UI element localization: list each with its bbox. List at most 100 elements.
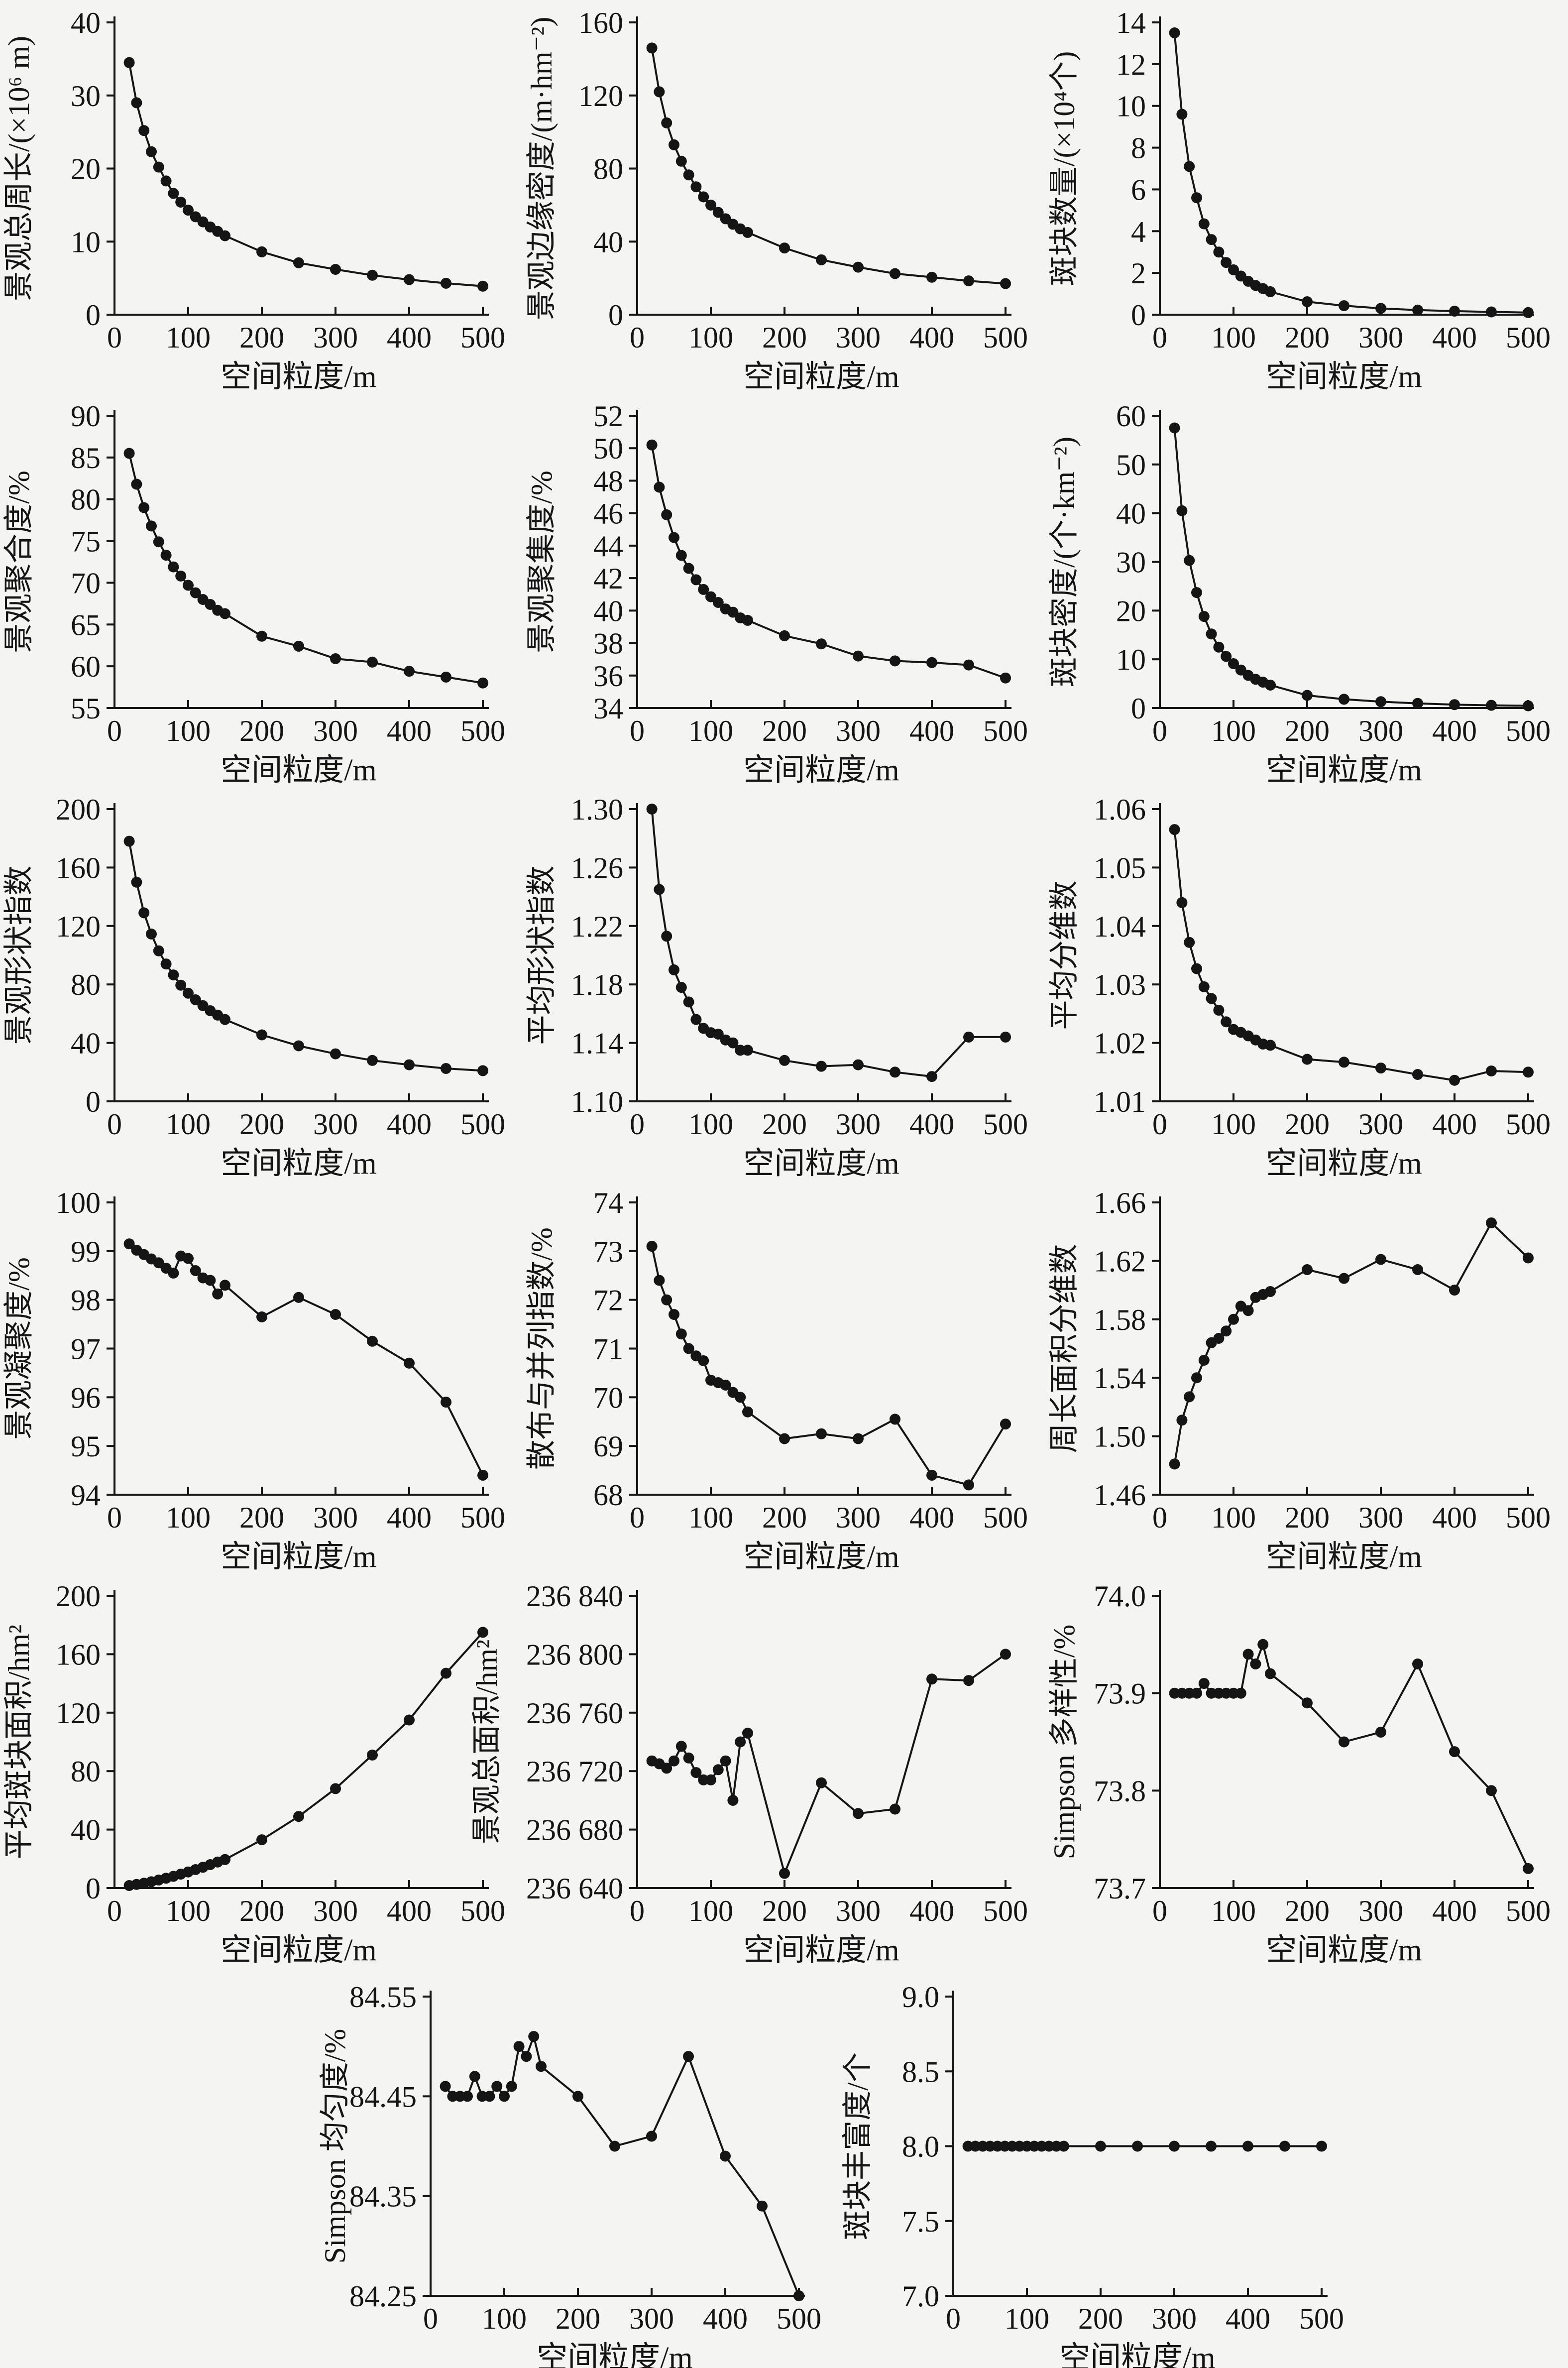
x-tick-label: 300 <box>313 1501 358 1534</box>
x-axis-title: 空间粒度/m <box>1266 360 1422 394</box>
x-tick-label: 400 <box>1432 1894 1477 1927</box>
x-axis-title: 空间粒度/m <box>1266 1540 1422 1574</box>
y-tick-label: 74.0 <box>1094 1580 1146 1613</box>
y-tick-label: 80 <box>71 968 101 1001</box>
y-axis-title: 散布与并列指数/% <box>525 1227 558 1470</box>
y-tick-label: 8.5 <box>902 2055 939 2088</box>
axes <box>1152 1590 1534 1889</box>
y-tick-label: 84.45 <box>349 2080 417 2113</box>
y-axis-title: 斑块丰富度/个 <box>841 2052 874 2240</box>
axes <box>107 410 489 709</box>
axes <box>423 1991 805 2297</box>
x-tick-label: 200 <box>762 714 807 747</box>
data-points <box>646 42 1011 289</box>
y-tick-label: 1.05 <box>1094 851 1146 884</box>
y-tick-label: 52 <box>593 400 623 433</box>
data-points <box>646 1241 1011 1491</box>
x-tick-label: 400 <box>909 1108 954 1141</box>
y-tick-label: 1.58 <box>1094 1303 1146 1336</box>
x-axis-title: 空间粒度/m <box>221 1147 376 1181</box>
x-tick-label: 200 <box>239 714 284 747</box>
y-axis-title: 景观凝聚度/% <box>2 1257 35 1440</box>
y-tick-label: 10 <box>1116 643 1146 676</box>
x-tick-label: 200 <box>239 1501 284 1534</box>
y-tick-label: 30 <box>1116 546 1146 579</box>
chart-edge-density: 0 40 80 120 160 0 100 200 300 400 500 景观边缘密度/(m·hm⁻… <box>523 0 1045 394</box>
chart-patch-richness: 7.0 7.5 8.0 8.5 9.0 0 100 200 300 400 500 斑块丰富度/个 空间… <box>839 1967 1361 2368</box>
x-tick-label: 400 <box>387 1501 432 1534</box>
y-tick-label: 94 <box>71 1479 101 1512</box>
x-axis-title: 空间粒度/m <box>221 753 376 787</box>
x-tick-label: 100 <box>166 1108 211 1141</box>
x-tick-label: 100 <box>688 1108 733 1141</box>
axes <box>1152 803 1534 1102</box>
x-tick-label: 200 <box>1285 321 1330 354</box>
chart-total-area: 236 640 236 680 236 720 236 760 236 800 236 8… <box>470 1573 1045 1967</box>
chart-row-3: 0 40 80 120 160 200 0 100 200 300 400 500 景观形状指数 空间粒度… <box>0 787 1568 1181</box>
x-tick-label: 0 <box>630 1108 645 1141</box>
y-axis-title: 景观聚合度/% <box>2 471 35 653</box>
data-points <box>123 1238 488 1481</box>
chart-svg-patch-richness: 7.0 7.5 8.0 8.5 9.0 0 100 200 300 400 500 斑块丰富度/个空间… <box>841 1981 1344 2368</box>
y-tick-label: 1.62 <box>1094 1245 1146 1278</box>
y-axis-title: 周长面积分维数 <box>1048 1244 1081 1453</box>
y-tick-label: 42 <box>593 562 623 595</box>
y-tick-label: 71 <box>593 1333 623 1366</box>
y-tick-label: 1.04 <box>1094 910 1146 943</box>
x-tick-label: 100 <box>688 321 733 354</box>
chart-svg-simpson-evenness: 84.25 84.35 84.45 84.55 0 100 200 300 400 500 Simp… <box>319 1981 821 2368</box>
x-axis-title: 空间粒度/m <box>221 360 376 394</box>
axes <box>945 1991 1328 2297</box>
x-tick-label: 400 <box>387 714 432 747</box>
data-points <box>962 2140 1327 2152</box>
y-tick-label: 34 <box>593 692 623 725</box>
chart-total-perimeter: 0 10 20 30 40 0 100 200 300 400 500 景观总周长/(×10⁶ m) 空… <box>0 0 523 394</box>
y-tick-label: 10 <box>1116 90 1146 123</box>
y-tick-label: 2 <box>1131 257 1146 290</box>
x-tick-label: 200 <box>762 1894 807 1927</box>
y-tick-label: 1.03 <box>1094 968 1146 1001</box>
x-tick-label: 200 <box>239 1108 284 1141</box>
data-line <box>651 445 1006 679</box>
x-tick-label: 200 <box>762 1501 807 1534</box>
data-line <box>1173 1221 1529 1464</box>
data-points <box>646 804 1011 1082</box>
y-axis-title: 斑块数量/(×10⁴个) <box>1048 51 1081 286</box>
x-tick-label: 200 <box>762 1108 807 1141</box>
y-axis-title: 平均分维数 <box>1048 881 1081 1030</box>
x-tick-label: 100 <box>1211 1108 1256 1141</box>
x-axis-title: 空间粒度/m <box>743 1540 899 1574</box>
x-tick-label: 300 <box>1152 2302 1197 2335</box>
y-tick-label: 40 <box>1116 497 1146 530</box>
y-tick-label: 160 <box>56 851 101 884</box>
axes <box>629 410 1011 709</box>
chart-svg-simpson-diversity: 73.7 73.8 73.9 74.0 0 100 200 300 400 500 Simpson … <box>1048 1580 1551 1967</box>
x-tick-label: 300 <box>313 1108 358 1141</box>
chart-interspersion-juxtaposition: 68 69 70 71 72 73 74 0 100 200 300 400 500 散布与并列指数/% 空… <box>523 1180 1045 1574</box>
x-tick-label: 200 <box>762 321 807 354</box>
x-tick-label: 0 <box>107 1894 122 1927</box>
data-line <box>651 1653 1007 1877</box>
y-tick-label: 84.25 <box>349 2280 417 2313</box>
x-tick-label: 500 <box>1506 1894 1551 1927</box>
x-tick-label: 200 <box>1285 1894 1330 1927</box>
y-tick-label: 97 <box>71 1333 101 1366</box>
x-tick-label: 500 <box>1299 2302 1344 2335</box>
y-tick-label: 236 640 <box>526 1872 623 1905</box>
x-axis-title: 空间粒度/m <box>537 2341 692 2368</box>
x-tick-label: 0 <box>107 714 122 747</box>
x-tick-label: 300 <box>836 1501 881 1534</box>
x-tick-label: 500 <box>777 2302 821 2335</box>
chart-svg-aggregation: 55 60 65 70 75 80 85 90 0 100 200 300 400 500 景观聚合度/% 空… <box>2 400 505 787</box>
axes <box>1152 16 1534 316</box>
x-tick-label: 100 <box>166 1501 211 1534</box>
x-axis-title: 空间粒度/m <box>743 753 899 787</box>
y-tick-label: 1.22 <box>571 910 623 943</box>
x-tick-label: 0 <box>107 1501 122 1534</box>
x-axis-title: 空间粒度/m <box>221 1540 376 1574</box>
y-axis-title: 景观边缘密度/(m·hm⁻²) <box>525 17 558 321</box>
axes <box>629 1196 1011 1496</box>
x-tick-label: 100 <box>688 1501 733 1534</box>
